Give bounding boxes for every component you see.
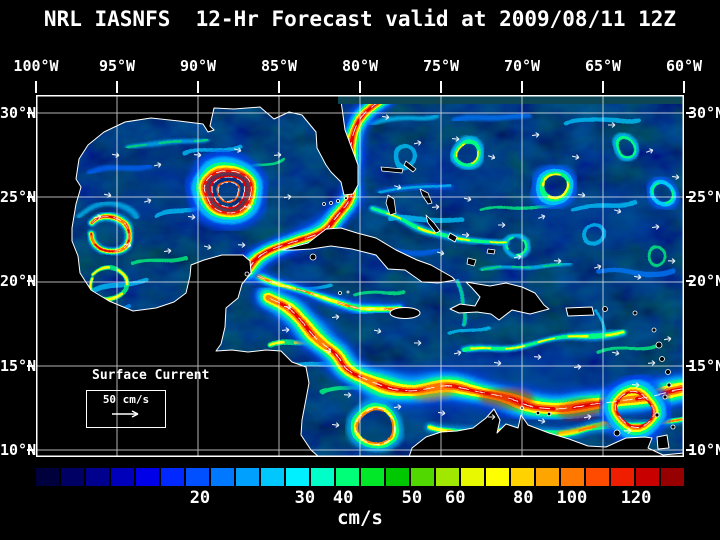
colorbar-segment xyxy=(286,468,309,486)
colorbar-segment xyxy=(336,468,359,486)
lat-axis-label-right: 10°N xyxy=(688,441,720,459)
colorbar-segment xyxy=(186,468,209,486)
lat-axis-label-left: 30°N xyxy=(0,104,37,122)
colorbar-unit-label: cm/s xyxy=(337,507,383,529)
lat-axis-label-left: 15°N xyxy=(0,357,37,375)
lat-axis-label-left: 20°N xyxy=(0,272,37,290)
lon-axis-label: 80°W xyxy=(341,57,379,75)
colorbar-segment xyxy=(236,468,259,486)
colorbar-segment xyxy=(536,468,559,486)
scale-arrow-icon xyxy=(112,410,139,418)
colorbar-segment xyxy=(136,468,159,486)
land-cuba xyxy=(280,227,456,284)
colorbar-segment xyxy=(361,468,384,486)
colorbar-segment xyxy=(261,468,284,486)
lat-axis-label-right: 20°N xyxy=(688,272,720,290)
lon-axis-label: 65°W xyxy=(584,57,622,75)
page-title: NRL IASNFS 12-Hr Forecast valid at 2009/… xyxy=(43,7,677,31)
lat-axis-label-right: 25°N xyxy=(688,188,720,206)
colorbar-tick-label: 40 xyxy=(332,488,354,508)
model-boundary-strip xyxy=(338,96,683,104)
lat-axis-label-left: 10°N xyxy=(0,441,37,459)
colorbar-segment xyxy=(86,468,109,486)
lon-axis-label: 90°W xyxy=(179,57,217,75)
scale-value-label: 50 cm/s xyxy=(102,393,150,406)
colorbar-segment xyxy=(161,468,184,486)
map-frame xyxy=(36,95,684,457)
forecast-map-image xyxy=(36,95,684,457)
land-jamaica xyxy=(389,307,421,319)
surface-current-label: Surface Current xyxy=(92,368,210,383)
colorbar-segment xyxy=(461,468,484,486)
colorbar-segment xyxy=(61,468,84,486)
lat-axis-label-left: 25°N xyxy=(0,188,37,206)
colorbar-tick-label: 100 xyxy=(556,488,588,508)
colorbar-segment xyxy=(111,468,134,486)
lon-axis-label: 100°W xyxy=(13,57,59,75)
colorbar-segment xyxy=(36,468,59,486)
colorbar-tick-label: 120 xyxy=(620,488,652,508)
colorbar-segment xyxy=(436,468,459,486)
colorbar-segment xyxy=(511,468,534,486)
colorbar-segment xyxy=(386,468,409,486)
lat-axis-label-right: 30°N xyxy=(688,104,720,122)
colorbar xyxy=(36,468,684,486)
colorbar-segment xyxy=(561,468,584,486)
colorbar-segment xyxy=(486,468,509,486)
colorbar-segment xyxy=(211,468,234,486)
lon-axis-label: 85°W xyxy=(260,57,298,75)
colorbar-tick-label: 50 xyxy=(401,488,423,508)
grid-layer xyxy=(36,95,684,457)
colorbar-segment xyxy=(636,468,659,486)
colorbar-segment xyxy=(611,468,634,486)
colorbar-tick-label: 60 xyxy=(445,488,466,508)
lon-axis-label: 60°W xyxy=(665,57,703,75)
colorbar-segment xyxy=(411,468,434,486)
lon-axis-label: 95°W xyxy=(98,57,136,75)
land-small-islands xyxy=(244,160,676,437)
lat-axis-label-right: 15°N xyxy=(688,357,720,375)
current-scale-box: 50 cm/s xyxy=(86,390,166,428)
colorbar-tick-label: 20 xyxy=(189,488,211,508)
colorbar-tick-label: 80 xyxy=(513,488,534,508)
colorbar-tick-label: 30 xyxy=(294,488,316,508)
land-puerto-rico xyxy=(565,306,595,317)
colorbar-segment xyxy=(586,468,609,486)
colorbar-segment xyxy=(661,468,684,486)
lon-axis-label: 75°W xyxy=(422,57,460,75)
map-area: Surface Current 50 cm/s xyxy=(36,95,684,457)
land-trinidad xyxy=(656,434,670,450)
lon-axis-label: 70°W xyxy=(503,57,541,75)
land-south-america xyxy=(408,408,684,457)
colorbar-segment xyxy=(311,468,334,486)
